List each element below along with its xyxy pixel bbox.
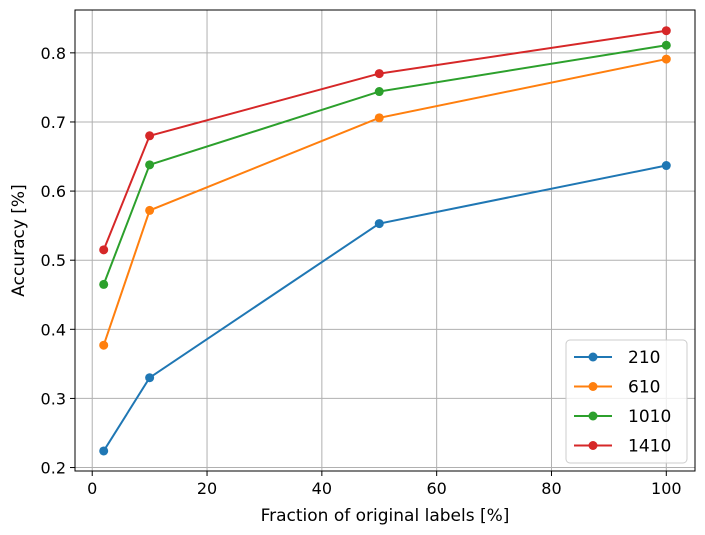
y-tick-label: 0.7 bbox=[41, 113, 66, 132]
data-point bbox=[374, 87, 384, 97]
y-tick-label: 0.4 bbox=[41, 320, 66, 339]
y-tick-label: 0.6 bbox=[41, 182, 66, 201]
data-point bbox=[661, 40, 671, 50]
legend-label: 1010 bbox=[628, 407, 671, 427]
data-point bbox=[374, 113, 384, 123]
x-tick-label: 100 bbox=[651, 479, 682, 498]
x-tick-label: 80 bbox=[541, 479, 561, 498]
legend-marker bbox=[588, 352, 598, 362]
x-tick-label: 40 bbox=[312, 479, 332, 498]
legend-label: 210 bbox=[628, 348, 660, 368]
x-axis-label: Fraction of original labels [%] bbox=[261, 506, 510, 526]
data-point bbox=[661, 26, 671, 36]
y-tick-label: 0.3 bbox=[41, 389, 66, 408]
data-point bbox=[145, 160, 155, 170]
ticks: 0 20 40 60 80 100 0.2 0.3 0.4 0.5 0.6 0.7 0.8 bbox=[41, 44, 682, 498]
y-tick-label: 0.8 bbox=[41, 44, 66, 63]
data-point bbox=[145, 131, 155, 141]
x-tick-label: 60 bbox=[426, 479, 446, 498]
data-point bbox=[661, 161, 671, 171]
data-point bbox=[145, 373, 155, 383]
series-group bbox=[99, 26, 671, 456]
legend-marker bbox=[588, 411, 598, 421]
series-line bbox=[102, 29, 667, 251]
series-line bbox=[102, 58, 667, 346]
legend-marker bbox=[588, 441, 598, 450]
series-line bbox=[102, 164, 667, 452]
x-tick-label: 20 bbox=[197, 479, 217, 498]
legend-label: 1410 bbox=[628, 437, 671, 457]
data-point bbox=[99, 245, 109, 255]
x-tick-label: 0 bbox=[87, 479, 97, 498]
legend-box bbox=[565, 339, 688, 464]
data-point bbox=[99, 340, 109, 350]
legend-marker bbox=[588, 382, 598, 391]
data-point bbox=[374, 69, 384, 79]
data-point bbox=[374, 219, 384, 229]
legend-label: 610 bbox=[628, 378, 660, 398]
data-point bbox=[99, 446, 109, 456]
data-point bbox=[99, 279, 109, 289]
series-line bbox=[102, 44, 667, 285]
data-point bbox=[145, 205, 155, 215]
y-axis-label: Accuracy [%] bbox=[9, 184, 29, 296]
y-tick-label: 0.5 bbox=[41, 251, 66, 270]
grid bbox=[75, 10, 695, 471]
plot-frame bbox=[74, 9, 696, 472]
legend: 210 610 1010 1410 bbox=[565, 339, 688, 464]
data-point bbox=[661, 54, 671, 64]
y-tick-label: 0.2 bbox=[41, 459, 66, 478]
